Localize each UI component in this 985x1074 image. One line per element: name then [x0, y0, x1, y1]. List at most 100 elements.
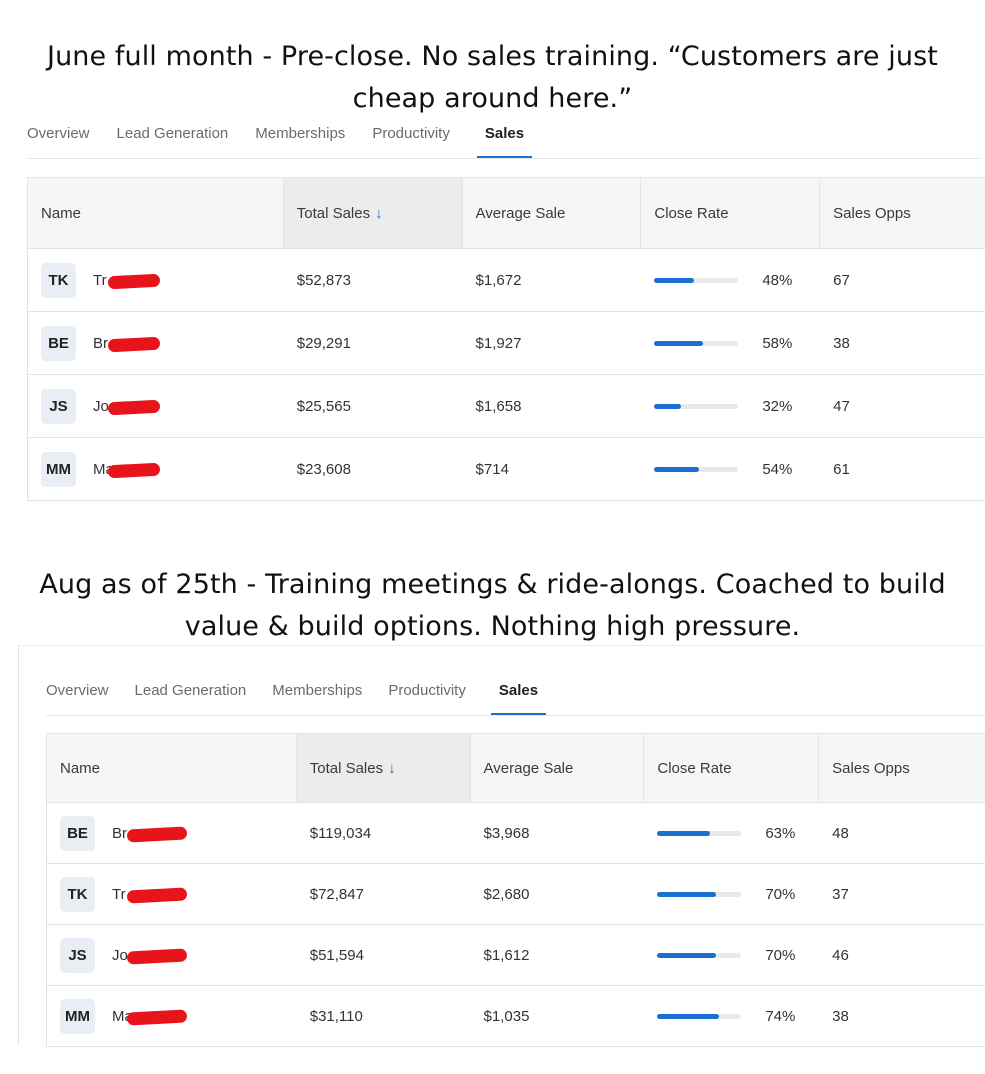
name-cell: BE Br [47, 803, 297, 863]
avatar: TK [41, 262, 76, 298]
close-rate-cell: 74% [644, 986, 819, 1046]
employee-name[interactable]: Tr [112, 885, 126, 903]
employee-name[interactable]: Tr [93, 271, 107, 289]
redaction-mark [107, 273, 161, 289]
sales-table: Name Total Sales ↓ Average Sale Close Rat… [46, 733, 985, 1047]
avatar: BE [60, 815, 95, 851]
average-sale-cell: $1,672 [475, 271, 522, 289]
column-total-sales[interactable]: Total Sales ↓ [296, 734, 471, 802]
average-sale-cell: $1,612 [483, 946, 530, 964]
close-rate-cell: 58% [641, 312, 820, 374]
name-cell: BE Br [28, 312, 284, 374]
column-total-sales[interactable]: Total Sales ↓ [283, 178, 463, 248]
column-close-rate[interactable]: Close Rate [644, 734, 820, 802]
total-sales-cell: $23,608 [296, 460, 351, 478]
average-sale-cell: $1,035 [483, 1007, 530, 1025]
column-average-sale[interactable]: Average Sale [463, 178, 642, 248]
table-row[interactable]: TK Tr $52,873 $1,672 48% 67 [28, 249, 985, 312]
close-rate-bar-fill [657, 891, 717, 897]
close-rate-cell: 70% [644, 864, 819, 924]
table-row[interactable]: BE Br $29,291 $1,927 58% 38 [28, 312, 985, 375]
close-rate-bar [657, 952, 742, 958]
close-rate-bar [654, 466, 739, 472]
column-sales-opps[interactable]: Sales Opps [832, 759, 910, 777]
table-row[interactable]: MM Ma $23,608 $714 54% 61 [28, 438, 985, 501]
close-rate-bar-fill [657, 952, 717, 958]
table-header: Name Total Sales ↓ Average Sale Close Rat… [28, 177, 985, 249]
tab-productivity[interactable]: Productivity [372, 125, 450, 142]
avatar: MM [41, 451, 76, 487]
total-sales-cell: $31,110 [309, 1007, 363, 1025]
close-rate-cell: 32% [641, 375, 820, 437]
close-rate-label: 32% [762, 397, 793, 415]
tab-memberships[interactable]: Memberships [255, 125, 346, 142]
name-cell: JS Jo [28, 375, 284, 437]
column-sales-opps[interactable]: Sales Opps [833, 204, 911, 222]
close-rate-label: 54% [762, 460, 793, 478]
close-rate-bar-fill [654, 466, 700, 472]
total-sales-cell: $51,594 [309, 946, 364, 964]
close-rate-label: 63% [765, 824, 796, 842]
table-header: Name Total Sales ↓ Average Sale Close Rat… [47, 733, 985, 803]
avatar: JS [60, 937, 95, 973]
name-cell: TK Tr [47, 864, 297, 924]
close-rate-label: 70% [765, 885, 796, 903]
arrow-down-icon: ↓ [375, 204, 383, 222]
employee-name[interactable]: Jo [93, 397, 109, 415]
tab-overview[interactable]: Overview [27, 125, 90, 142]
redaction-mark [126, 825, 188, 843]
close-rate-bar-fill [654, 277, 695, 283]
redaction-mark [126, 886, 188, 904]
sales-opps-cell: 48 [832, 824, 849, 842]
redaction-mark [126, 1008, 188, 1026]
table-row[interactable]: JS Jo $51,594 $1,612 70% 46 [47, 925, 985, 986]
close-rate-bar-fill [657, 830, 711, 836]
table-row[interactable]: TK Tr $72,847 $2,680 70% 37 [47, 864, 985, 925]
tab-overview[interactable]: Overview [46, 682, 109, 699]
tab-productivity[interactable]: Productivity [388, 682, 466, 699]
sales-table: Name Total Sales ↓ Average Sale Close Rat… [27, 177, 985, 501]
caption-line-2: cheap around here.” [352, 83, 633, 114]
close-rate-cell: 70% [644, 925, 819, 985]
column-name[interactable]: Name [28, 178, 284, 248]
total-sales-cell: $52,873 [296, 271, 351, 289]
close-rate-bar [654, 403, 739, 409]
employee-name[interactable]: Br [93, 334, 108, 352]
table-row[interactable]: BE Br $119,034 $3,968 63% 48 [47, 803, 985, 864]
table-body: BE Br $119,034 $3,968 63% 48 TK Tr $72,847 $2,680… [47, 803, 985, 1047]
tab-sales[interactable]: Sales [476, 125, 533, 158]
column-name[interactable]: Name [47, 734, 297, 802]
close-rate-label: 74% [765, 1007, 796, 1025]
average-sale-cell: $714 [475, 460, 509, 478]
avatar: BE [41, 325, 76, 361]
tab-sales[interactable]: Sales [490, 682, 547, 715]
section-2-caption: Aug as of 25th - Training meetings & rid… [0, 564, 985, 648]
tab-memberships[interactable]: Memberships [272, 682, 363, 699]
table-body: TK Tr $52,873 $1,672 48% 67 BE Br $29,291 $1,927 5… [28, 249, 985, 501]
close-rate-cell: 63% [644, 803, 819, 863]
tab-lead-generation[interactable]: Lead Generation [134, 682, 247, 699]
close-rate-bar-fill [654, 403, 682, 409]
name-cell: JS Jo [47, 925, 297, 985]
tab-bar: Overview Lead Generation Memberships Pro… [46, 682, 547, 715]
table-row[interactable]: JS Jo $25,565 $1,658 32% 47 [28, 375, 985, 438]
tabs-divider [27, 158, 980, 159]
tab-lead-generation[interactable]: Lead Generation [116, 125, 229, 142]
sales-opps-cell: 38 [833, 334, 850, 352]
close-rate-bar [654, 277, 739, 283]
total-sales-cell: $119,034 [309, 824, 372, 842]
caption-line-2: value & build options. Nothing high pres… [184, 611, 801, 642]
average-sale-cell: $2,680 [483, 885, 530, 903]
close-rate-label: 48% [762, 271, 793, 289]
sales-opps-cell: 37 [832, 885, 849, 903]
avatar: MM [60, 998, 95, 1034]
name-cell: MM Ma [47, 986, 297, 1046]
close-rate-bar [654, 340, 739, 346]
avatar: TK [60, 876, 95, 912]
column-close-rate[interactable]: Close Rate [641, 178, 821, 248]
employee-name[interactable]: Jo [112, 946, 128, 964]
table-row[interactable]: MM Ma $31,110 $1,035 74% 38 [47, 986, 985, 1047]
employee-name[interactable]: Br [112, 824, 127, 842]
close-rate-cell: 48% [641, 249, 820, 311]
column-average-sale[interactable]: Average Sale [471, 734, 645, 802]
